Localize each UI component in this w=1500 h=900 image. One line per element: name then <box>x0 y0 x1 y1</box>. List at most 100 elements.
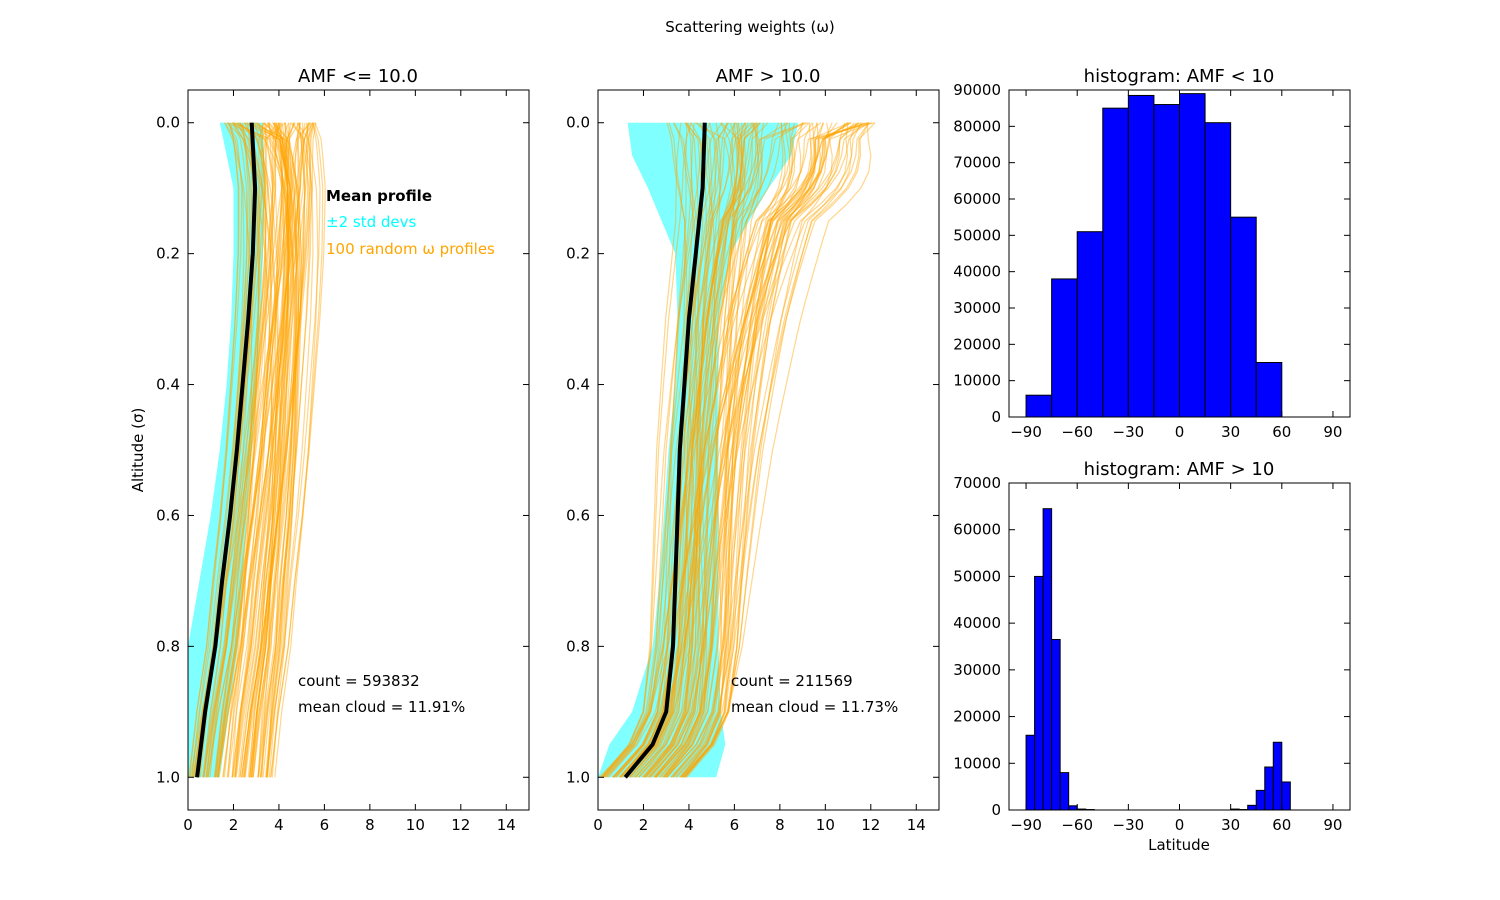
y-tick-label: 60000 <box>953 190 1001 208</box>
x-tick-label: 4 <box>274 816 284 834</box>
random-profile-line <box>206 122 310 778</box>
random-profile-line <box>226 122 282 778</box>
y-tick-label: 70000 <box>953 154 1001 172</box>
histogram-bar <box>1076 231 1104 418</box>
random-profile-line <box>203 122 311 778</box>
y-tick-label: 20000 <box>953 708 1001 726</box>
x-tick-label: 4 <box>684 816 694 834</box>
figure-title: Scattering weights (ω) <box>665 18 835 36</box>
random-profile-line <box>214 122 261 778</box>
random-profile-line <box>257 122 289 778</box>
random-profile-line <box>231 122 289 778</box>
random-profile-line <box>673 122 822 778</box>
random-profile-line <box>612 122 852 778</box>
random-profile-line <box>207 122 311 778</box>
random-profile-line <box>653 122 738 778</box>
random-profile-line <box>626 122 754 778</box>
hist-high-panel: −90 −60 −30 0 30 60 90 0 10000 20000 30000 40000 500… <box>953 459 1351 854</box>
random-profile-line <box>238 122 289 778</box>
x-tick-label: 0 <box>593 816 603 834</box>
histogram-bar <box>1255 789 1266 811</box>
random-profile-line <box>252 122 298 778</box>
random-profile-line <box>619 122 849 778</box>
random-profile-line <box>606 122 711 778</box>
random-profile-line <box>234 122 279 778</box>
random-profile-line <box>686 122 804 778</box>
random-profile-line <box>234 122 267 778</box>
x-tick-label: 14 <box>907 816 926 834</box>
y-tick-label: 0.6 <box>156 506 180 524</box>
random-profile-line <box>655 122 860 778</box>
random-profile-line <box>644 122 833 778</box>
legend-random-profiles: 100 random ω profiles <box>326 240 495 258</box>
random-profile-line <box>216 122 300 778</box>
x-tick-label: 8 <box>775 816 785 834</box>
x-tick-label: 8 <box>365 816 375 834</box>
random-profile-line <box>258 122 313 778</box>
x-tick-label: 6 <box>730 816 740 834</box>
random-profile-line <box>224 122 253 778</box>
random-profile-line <box>634 122 870 778</box>
random-profile-line <box>234 122 273 778</box>
random-profile-line <box>231 122 289 778</box>
random-profile-line <box>615 122 695 778</box>
x-tick-label: −30 <box>1113 816 1145 834</box>
random-profile-line <box>194 122 249 778</box>
random-profile-line <box>664 122 850 778</box>
random-profile-line <box>682 122 833 778</box>
random-profile-line <box>643 122 735 778</box>
random-profile-line <box>234 122 272 778</box>
random-profile-line <box>207 122 269 778</box>
y-tick-label: 0.8 <box>566 637 590 655</box>
x-tick-label: 30 <box>1221 423 1240 441</box>
random-profile-line <box>189 122 240 778</box>
random-profile-line <box>600 122 862 778</box>
random-profile-line <box>631 122 758 778</box>
random-profile-line <box>239 122 291 778</box>
random-profile-line <box>624 122 822 778</box>
random-profile-line <box>205 122 280 778</box>
hist-low-panel: −90 −60 −30 0 30 60 90 0 10000 20000 30000 40000 500… <box>953 66 1351 441</box>
x-tick-label: 60 <box>1272 423 1291 441</box>
profile-high-ticks: 0 2 4 6 8 10 12 14 0.0 0.2 0.4 0.6 0.8 1.0 <box>566 90 939 834</box>
histogram-bar <box>1153 104 1181 418</box>
x-tick-label: 0 <box>1175 816 1185 834</box>
mean-profile-line <box>623 122 707 779</box>
histogram-bar <box>1025 734 1036 811</box>
histogram-bar <box>1272 741 1283 811</box>
x-tick-label: 0 <box>183 816 193 834</box>
random-profile-line <box>274 122 319 778</box>
y-tick-label: 0.2 <box>156 245 180 263</box>
random-profiles <box>598 122 876 778</box>
random-profile-line <box>620 122 747 778</box>
random-profile-line <box>260 122 310 778</box>
random-profile-line <box>249 122 277 778</box>
x-tick-label: 2 <box>639 816 649 834</box>
random-profile-line <box>218 122 306 778</box>
y-tick-label: 1.0 <box>156 768 180 786</box>
profile-low-panel: 0 2 4 6 8 10 12 14 0.0 0.2 0.4 0.6 0.8 1.0 AMF <= 10.… <box>129 66 530 834</box>
random-profile-line <box>641 122 739 778</box>
random-profile-line <box>266 122 321 778</box>
x-tick-label: 90 <box>1323 816 1342 834</box>
random-profile-line <box>629 122 737 778</box>
random-profile-line <box>653 122 747 778</box>
random-profile-line <box>240 122 317 778</box>
random-profile-line <box>226 122 274 778</box>
random-profile-line <box>262 122 302 778</box>
x-tick-label: −90 <box>1010 816 1042 834</box>
histogram-bar <box>1281 781 1291 811</box>
x-tick-label: 10 <box>406 816 425 834</box>
random-profile-line <box>227 122 259 778</box>
random-profile-line <box>191 122 239 778</box>
mean-profile-line <box>195 122 258 778</box>
mean-cloud-annotation: mean cloud = 11.91% <box>298 698 465 716</box>
y-tick-label: 10000 <box>953 754 1001 772</box>
hist-low-ticks: −90 −60 −30 0 30 60 90 0 10000 20000 30000 40000 500… <box>953 81 1350 441</box>
random-profile-line <box>635 122 758 778</box>
random-profile-line <box>243 122 290 778</box>
y-tick-label: 90000 <box>953 81 1001 99</box>
y-tick-label: 60000 <box>953 521 1001 539</box>
random-profile-line <box>239 122 279 778</box>
random-profile-line <box>635 122 743 778</box>
